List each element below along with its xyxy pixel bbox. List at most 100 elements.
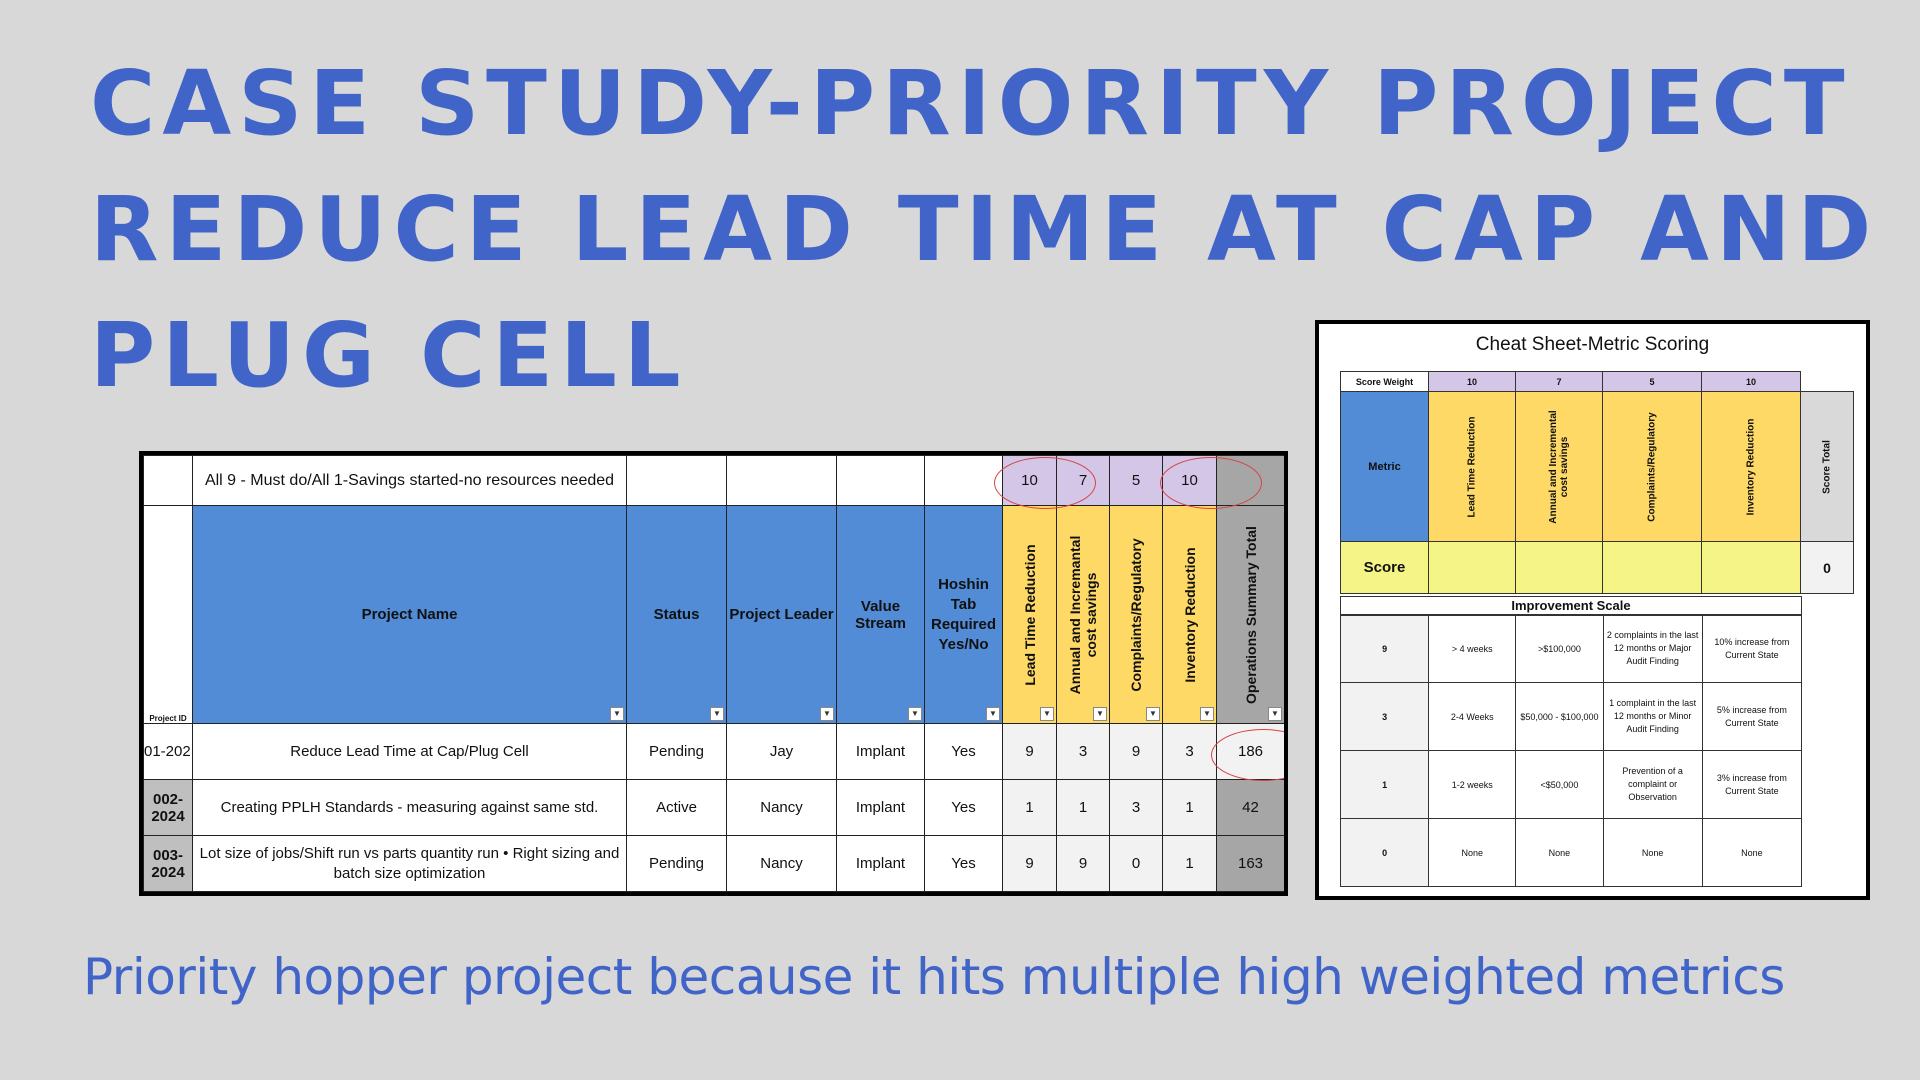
- metric-lead-time-label: Lead Time Reduction: [1466, 416, 1478, 517]
- blank-cell: [626, 455, 727, 506]
- weight-lead-time: 10: [1002, 455, 1057, 506]
- metric-lead-time: Lead Time Reduction: [1428, 391, 1516, 542]
- header-lead-time[interactable]: Lead Time Reduction ▼: [1002, 505, 1057, 724]
- header-value-stream-label: Value Stream: [855, 597, 906, 632]
- scale-cell: None: [1428, 818, 1517, 887]
- total-score-cell: 163: [1216, 835, 1284, 892]
- improvement-scale-table: Improvement Scale 9 > 4 weeks >$100,000 …: [1339, 596, 1803, 887]
- metric-scoring-table: Score Weight 10 7 5 10 Metric Lead Time …: [1340, 371, 1854, 594]
- filter-dropdown-icon[interactable]: ▼: [1200, 707, 1214, 721]
- score-weight-row: Score Weight 10 7 5 10: [1340, 371, 1854, 392]
- score-input-cell[interactable]: [1515, 541, 1603, 594]
- complaints-score-cell: 9: [1109, 723, 1163, 780]
- slide-caption: Priority hopper project because it hits …: [83, 948, 1785, 1006]
- weight-total-blank: [1216, 455, 1284, 506]
- filter-dropdown-icon[interactable]: ▼: [710, 707, 724, 721]
- table-row[interactable]: 003-2024 Lot size of jobs/Shift run vs p…: [143, 835, 1284, 892]
- scale-cell: 10% increase from Current State: [1701, 614, 1803, 683]
- leader-cell: Nancy: [726, 835, 837, 892]
- header-hoshin[interactable]: Hoshin Tab Required Yes/No ▼: [924, 505, 1003, 724]
- header-project-name-label: Project Name: [361, 606, 458, 623]
- scale-cell: <$50,000: [1515, 750, 1604, 819]
- project-name-cell: Creating PPLH Standards - measuring agai…: [192, 779, 627, 836]
- project-id-cell: 01-202: [143, 723, 193, 780]
- filter-dropdown-icon[interactable]: ▼: [1093, 707, 1107, 721]
- metric-savings-label: Annual and Incremental cost savings: [1548, 409, 1570, 524]
- header-complaints[interactable]: Complaints/Regulatory ▼: [1109, 505, 1163, 724]
- scale-cell: 2-4 Weeks: [1428, 682, 1517, 751]
- project-name-cell: Lot size of jobs/Shift run vs parts quan…: [192, 835, 627, 892]
- header-project-leader[interactable]: Project Leader ▼: [726, 505, 837, 724]
- table-row[interactable]: 01-202 Reduce Lead Time at Cap/Plug Cell…: [143, 723, 1284, 780]
- complaints-score-cell: 0: [1109, 835, 1163, 892]
- scale-cell: 2 complaints in the last 12 months or Ma…: [1602, 614, 1703, 683]
- score-total-label: Score Total: [1821, 439, 1833, 494]
- project-name-cell: Reduce Lead Time at Cap/Plug Cell: [192, 723, 627, 780]
- scale-cell: 3% increase from Current State: [1701, 750, 1803, 819]
- metric-header-row: Metric Lead Time Reduction Annual and In…: [1340, 391, 1854, 542]
- scale-cell: None: [1701, 818, 1803, 887]
- inventory-score-cell: 1: [1162, 779, 1217, 836]
- blank-cell: [726, 455, 837, 506]
- scale-score: 9: [1339, 614, 1430, 683]
- header-savings[interactable]: Annual and Incremantal cost savings ▼: [1056, 505, 1110, 724]
- inventory-score-cell: 1: [1162, 835, 1217, 892]
- scale-score: 3: [1339, 682, 1430, 751]
- score-row: Score 0: [1340, 541, 1854, 594]
- metric-complaints-label: Complaints/Regulatory: [1646, 411, 1658, 522]
- value-stream-cell: Implant: [836, 835, 925, 892]
- blank-cell: [836, 455, 925, 506]
- score-label: Score: [1340, 541, 1429, 594]
- header-status-label: Status: [653, 606, 700, 623]
- score-weight-value: 10: [1428, 371, 1516, 392]
- scale-row: 1 1-2 weeks <$50,000 Prevention of a com…: [1339, 750, 1803, 819]
- score-weight-value: 7: [1515, 371, 1603, 392]
- lead-time-score-cell: 9: [1002, 835, 1057, 892]
- filter-dropdown-icon[interactable]: ▼: [1146, 707, 1160, 721]
- header-status[interactable]: Status ▼: [626, 505, 727, 724]
- savings-score-cell: 1: [1056, 779, 1110, 836]
- metric-savings: Annual and Incremental cost savings: [1515, 391, 1603, 542]
- score-weight-label: Score Weight: [1340, 371, 1429, 392]
- metric-inventory-label: Inventory Reduction: [1745, 418, 1757, 515]
- scale-row: 3 2-4 Weeks $50,000 - $100,000 1 complai…: [1339, 682, 1803, 751]
- lead-time-score-cell: 1: [1002, 779, 1057, 836]
- value-stream-cell: Implant: [836, 723, 925, 780]
- scale-row: 0 None None None None: [1339, 818, 1803, 887]
- score-weight-value: 10: [1701, 371, 1801, 392]
- filter-dropdown-icon[interactable]: ▼: [1268, 707, 1282, 721]
- header-inventory-label: Inventory Reduction: [1181, 546, 1198, 683]
- filter-dropdown-icon[interactable]: ▼: [986, 707, 1000, 721]
- scale-cell: 5% increase from Current State: [1701, 682, 1803, 751]
- header-project-name[interactable]: Project Name ▼: [192, 505, 627, 724]
- header-inventory[interactable]: Inventory Reduction ▼: [1162, 505, 1217, 724]
- weight-savings: 7: [1056, 455, 1110, 506]
- leader-cell: Jay: [726, 723, 837, 780]
- project-id-cell: 003-2024: [143, 835, 193, 892]
- inventory-score-cell: 3: [1162, 723, 1217, 780]
- blank-cell: [924, 455, 1003, 506]
- score-input-cell[interactable]: [1701, 541, 1801, 594]
- score-input-cell[interactable]: [1428, 541, 1516, 594]
- metric-complaints: Complaints/Regulatory: [1602, 391, 1702, 542]
- filter-dropdown-icon[interactable]: ▼: [820, 707, 834, 721]
- project-scoring-sheet: All 9 - Must do/All 1-Savings started-no…: [139, 451, 1288, 896]
- header-complaints-label: Complaints/Regulatory: [1128, 537, 1144, 692]
- scale-cell: Prevention of a complaint or Observation: [1602, 750, 1703, 819]
- cheat-sheet-panel: Cheat Sheet-Metric Scoring Score Weight …: [1315, 320, 1870, 900]
- filter-dropdown-icon[interactable]: ▼: [610, 707, 624, 721]
- hoshin-cell: Yes: [924, 835, 1003, 892]
- improvement-scale-label: Improvement Scale: [1340, 596, 1802, 616]
- scale-cell: None: [1602, 818, 1703, 887]
- header-value-stream[interactable]: Value Stream ▼: [836, 505, 925, 724]
- score-total-header: Score Total: [1800, 391, 1854, 542]
- scale-cell: > 4 weeks: [1428, 614, 1517, 683]
- header-total[interactable]: Operations Summary Total ▼: [1216, 505, 1284, 724]
- scale-score: 0: [1339, 818, 1430, 887]
- table-row[interactable]: 002-2024 Creating PPLH Standards - measu…: [143, 779, 1284, 836]
- filter-dropdown-icon[interactable]: ▼: [908, 707, 922, 721]
- filter-dropdown-icon[interactable]: ▼: [1040, 707, 1054, 721]
- project-table: All 9 - Must do/All 1-Savings started-no…: [143, 455, 1284, 892]
- score-input-cell[interactable]: [1602, 541, 1702, 594]
- status-cell: Active: [626, 779, 727, 836]
